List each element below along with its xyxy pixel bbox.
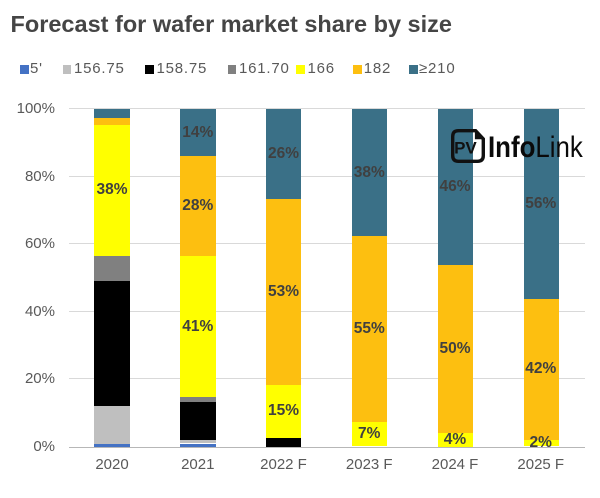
svg-text:PV: PV	[454, 138, 477, 157]
